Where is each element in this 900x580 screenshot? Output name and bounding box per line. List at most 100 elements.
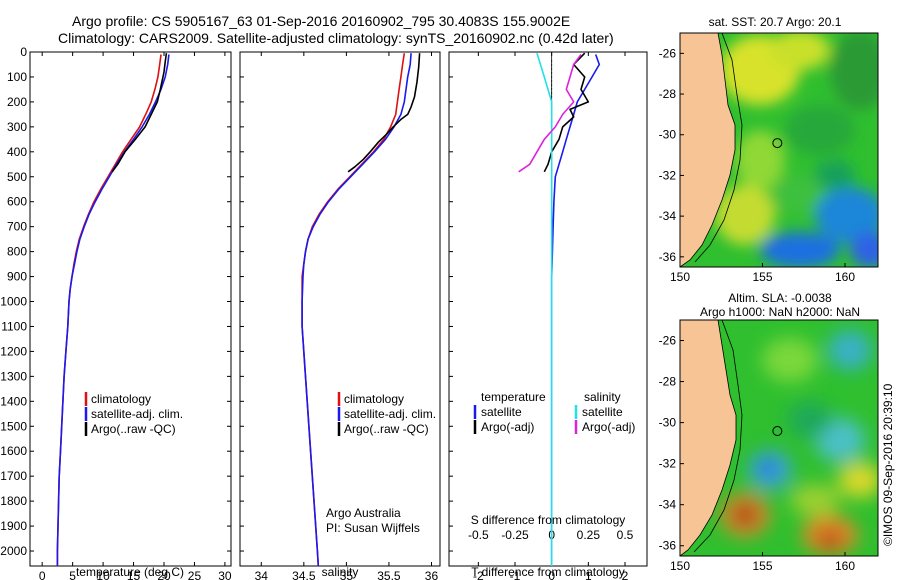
- map-x-tick-label: 160: [835, 559, 855, 573]
- temperature-axis-label: temperature (deg C): [76, 565, 184, 579]
- x-tick-label: 30: [218, 569, 232, 580]
- sst-map-frame: [679, 32, 879, 268]
- depth-tick-label: 500: [7, 170, 27, 184]
- difference-x-axis: -2 -1 0 1 2: [473, 52, 629, 580]
- x-tick-label: 25: [188, 569, 202, 580]
- depth-tick-label: 400: [7, 145, 27, 159]
- map-y-tick-label: -30: [659, 416, 677, 430]
- salinity-x-axis: 34 34.5 35 35.5 36: [255, 52, 439, 580]
- series-line-temperature-satellite: [550, 54, 601, 566]
- difference-legend: temperature salinity satellite Argo(-adj…: [473, 390, 635, 434]
- depth-tick-label: 1200: [0, 344, 27, 358]
- map-x-tick-label: 155: [752, 559, 772, 573]
- map-y-tick-label: -34: [659, 209, 677, 223]
- series-line-argo-raw-qc-: [111, 53, 168, 173]
- depth-tick-label: 1900: [0, 519, 27, 533]
- depth-tick-label: 600: [7, 195, 27, 209]
- sla-map-subtitle: Argo h1000: NaN h2000: NaN: [700, 305, 860, 319]
- series-line-satellite-adj-clim-: [56, 54, 170, 566]
- depth-axis: 0 100 200 300 400 500 600 700 800 900 1000 1100 1200…: [0, 45, 453, 558]
- difference-plot-frame: [448, 51, 648, 567]
- x-tick-label: 0: [39, 569, 46, 580]
- s-diff-tick-label: -0.25: [501, 528, 529, 542]
- legend-argo-label: Argo(..raw -QC): [344, 422, 429, 436]
- sst-map-title: sat. SST: 20.7 Argo: 20.1: [709, 15, 842, 29]
- x-tick-label: 5: [69, 569, 76, 580]
- x-tick-label: 34.5: [292, 569, 316, 580]
- legend-satellite-label: satellite-adj. clim.: [91, 407, 183, 421]
- pi-label: PI: Susan Wijffels: [326, 521, 420, 535]
- salinity-axis-label: salinity: [322, 565, 359, 579]
- x-tick-label: 20: [157, 569, 171, 580]
- legend-climatology-label: climatology: [344, 392, 404, 406]
- s-diff-tick-label: 0.5: [617, 528, 634, 542]
- x-tick-label: 34: [255, 569, 269, 580]
- series-line-satellite-adj-clim-: [301, 53, 412, 567]
- imos-watermark: ©IMOS 09-Sep-2016 20:39:10: [881, 383, 895, 546]
- legend-group-temperature: temperature: [481, 390, 546, 404]
- series-line-salinity-argo-adj-: [518, 54, 582, 173]
- legend-s-satellite-label: satellite: [582, 405, 623, 419]
- depth-tick-label: 1600: [0, 444, 27, 458]
- legend-group-salinity: salinity: [584, 390, 621, 404]
- depth-tick-label: 800: [7, 245, 27, 259]
- sla-argo-marker: [772, 426, 783, 437]
- map-y-tick-label: -28: [659, 87, 677, 101]
- temperature-plot-frame: [29, 51, 232, 567]
- legend-t-argo-label: Argo(-adj): [481, 420, 534, 434]
- depth-tick-label: 300: [7, 120, 27, 134]
- depth-tick-label: 2000: [0, 544, 27, 558]
- sst-map-axes: 150 155 160 -26 -28 -30 -32 -34 -36: [659, 46, 856, 284]
- map-x-tick-label: 150: [670, 559, 690, 573]
- x-tick-label: 2: [622, 569, 629, 580]
- x-tick-label: 1: [585, 569, 592, 580]
- depth-tick-label: 200: [7, 95, 27, 109]
- s-diff-tick-label: -0.5: [468, 528, 489, 542]
- t-difference-axis-label: T difference from climatology: [471, 565, 625, 579]
- map-y-tick-label: -28: [659, 375, 677, 389]
- legend-s-argo-label: Argo(-adj): [582, 420, 635, 434]
- depth-tick-label: 700: [7, 220, 27, 234]
- map-y-tick-label: -36: [659, 250, 677, 264]
- sla-map-frame: [679, 319, 879, 557]
- x-tick-label: 35: [340, 569, 354, 580]
- s-difference-axis: -0.5 -0.25 0 0.25 0.5: [468, 528, 634, 542]
- x-tick-label: -1: [510, 569, 521, 580]
- depth-tick-label: 1700: [0, 469, 27, 483]
- map-y-tick-label: -26: [659, 46, 677, 60]
- x-tick-label: 36: [425, 569, 439, 580]
- map-y-tick-label: -32: [659, 168, 677, 182]
- series-line-climatology: [56, 54, 162, 566]
- x-tick-label: 0: [548, 569, 555, 580]
- legend-satellite-label: satellite-adj. clim.: [344, 407, 436, 421]
- map-y-tick-label: -36: [659, 539, 677, 553]
- x-tick-label: 10: [96, 569, 110, 580]
- legend-argo-label: Argo(..raw -QC): [91, 422, 176, 436]
- x-tick-label: 35.5: [377, 569, 401, 580]
- map-x-tick-label: 150: [670, 270, 690, 284]
- sla-map-title: Altim. SLA: -0.0038: [728, 291, 832, 305]
- map-x-tick-label: 155: [752, 270, 772, 284]
- x-tick-label: -2: [473, 569, 484, 580]
- salinity-legend: climatology satellite-adj. clim. Argo(..…: [337, 392, 436, 436]
- legend-climatology-label: climatology: [91, 392, 151, 406]
- salinity-plot-frame: [239, 51, 441, 567]
- s-difference-axis-label: S difference from climatology: [471, 513, 626, 527]
- depth-tick-label: 1400: [0, 394, 27, 408]
- map-y-tick-label: -30: [659, 128, 677, 142]
- map-y-tick-label: -34: [659, 498, 677, 512]
- depth-tick-label: 1500: [0, 419, 27, 433]
- header-title-line2: Climatology: CARS2009. Satellite-adjuste…: [58, 30, 614, 46]
- temperature-legend: climatology satellite-adj. clim. Argo(..…: [84, 392, 183, 436]
- legend-t-satellite-label: satellite: [481, 405, 522, 419]
- sla-map-axes: 150 155 160 -26 -28 -30 -32 -34 -36: [659, 334, 856, 573]
- temperature-series: [56, 53, 170, 566]
- sst-map-image: [680, 33, 878, 267]
- header-title-line1: Argo profile: CS 5905167_63 01-Sep-2016 …: [72, 13, 570, 29]
- s-diff-tick-label: 0.25: [577, 528, 601, 542]
- series-line-salinity-satellite: [536, 52, 553, 566]
- x-tick-label: 15: [127, 569, 141, 580]
- depth-tick-label: 900: [7, 270, 27, 284]
- depth-tick-label: 100: [7, 70, 27, 84]
